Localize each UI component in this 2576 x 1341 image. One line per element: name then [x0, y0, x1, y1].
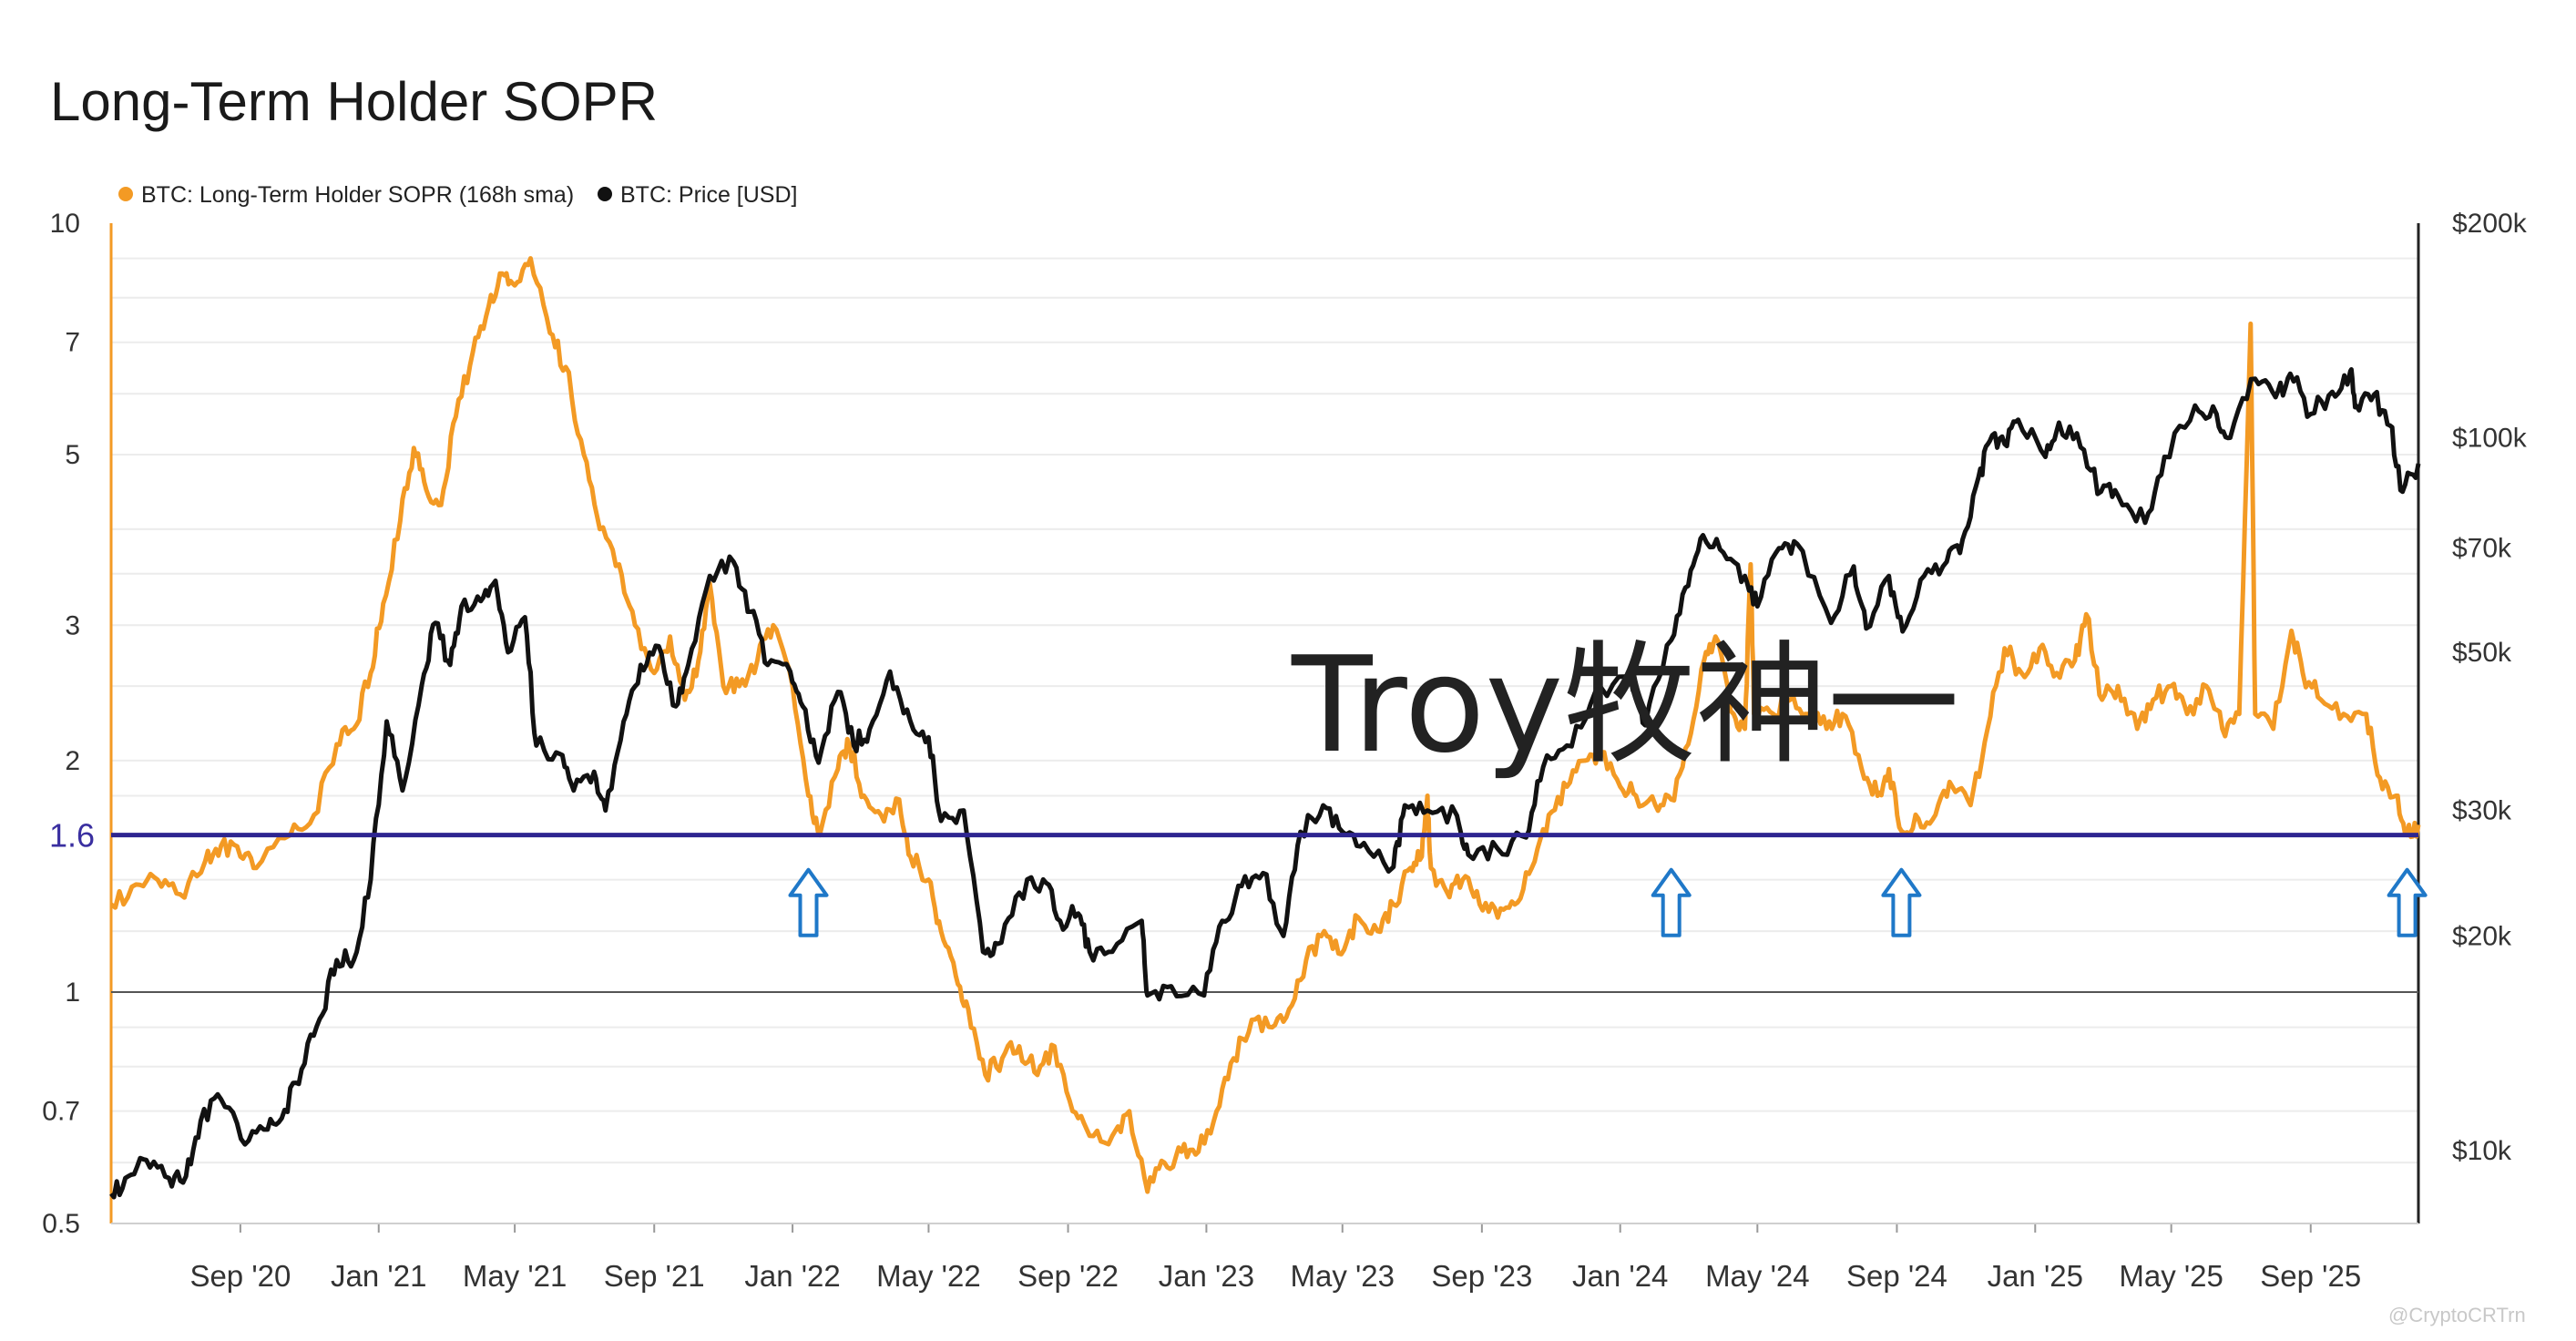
right-tick-label-6: $10k: [2452, 1136, 2512, 1166]
x-tick-label-4: Jan '22: [744, 1259, 840, 1293]
x-tick-label-12: Sep '24: [1846, 1259, 1947, 1293]
series-line-sopr: [109, 256, 2421, 1194]
left-tick-label-1: 7: [65, 328, 80, 358]
left-tick-label-2: 5: [65, 440, 80, 470]
left-tick-label-4: 2: [65, 746, 80, 776]
x-tick-label-8: May '23: [1290, 1259, 1395, 1293]
right-axis-ticks: $200k $100k $70k $50k $30k $20k $10k: [2452, 209, 2528, 1166]
annotation-arrows: [788, 867, 2428, 937]
x-tick-label-15: Sep '25: [2260, 1259, 2361, 1293]
x-tick-label-6: Sep '22: [1017, 1259, 1119, 1293]
left-axis-ticks: 10 7 5 3 2 1 0.7 0.5: [42, 209, 80, 1239]
left-tick-label-7: 0.5: [42, 1209, 80, 1239]
left-tick-label-3: 3: [65, 610, 80, 640]
series-line-price: [109, 367, 2421, 1200]
x-tick-label-14: May '25: [2119, 1259, 2223, 1293]
right-tick-label-5: $20k: [2452, 921, 2512, 951]
left-tick-label-6: 0.7: [42, 1097, 80, 1127]
legend-swatch-price: [598, 187, 612, 201]
legend-label-sopr: BTC: Long-Term Holder SOPR (168h sma): [141, 182, 574, 208]
right-tick-label-3: $50k: [2452, 638, 2512, 668]
x-axis-ticks: Sep '20 Jan '21 May '21 Sep '21 Jan '22 May '…: [111, 1223, 2418, 1293]
up-arrow-icon-2: [1881, 867, 1922, 937]
right-tick-label-2: $70k: [2452, 534, 2512, 564]
x-tick-label-10: Jan '24: [1572, 1259, 1668, 1293]
reference-line-1-6-label: 1.6: [49, 817, 95, 855]
credit-text: @CryptoCRTrn: [2388, 1304, 2526, 1326]
right-tick-label-4: $30k: [2452, 796, 2512, 826]
x-tick-label-2: May '21: [463, 1259, 567, 1293]
left-tick-label-0: 10: [50, 209, 80, 239]
x-tick-label-3: Sep '21: [604, 1259, 705, 1293]
x-tick-label-13: Jan '25: [1988, 1259, 2083, 1293]
watermark-text: Troy牧神一: [1291, 629, 1959, 783]
chart-title: Long-Term Holder SOPR: [50, 71, 658, 132]
x-tick-label-0: Sep '20: [189, 1259, 291, 1293]
x-tick-label-5: May '22: [876, 1259, 981, 1293]
x-tick-label-11: May '24: [1705, 1259, 1810, 1293]
axes: [109, 223, 2420, 1223]
legend: BTC: Long-Term Holder SOPR (168h sma) BT…: [118, 182, 797, 208]
up-arrow-icon-3: [2387, 867, 2428, 937]
left-tick-label-5: 1: [65, 978, 80, 1008]
x-tick-label-1: Jan '21: [331, 1259, 426, 1293]
legend-swatch-sopr: [118, 187, 133, 201]
up-arrow-icon-0: [788, 867, 829, 937]
right-tick-label-1: $100k: [2452, 424, 2528, 454]
x-tick-label-9: Sep '23: [1431, 1259, 1532, 1293]
right-tick-label-0: $200k: [2452, 209, 2528, 239]
gridlines: [111, 257, 2418, 1164]
up-arrow-icon-1: [1651, 867, 1692, 937]
legend-label-price: BTC: Price [USD]: [620, 182, 797, 208]
x-tick-label-7: Jan '23: [1159, 1259, 1254, 1293]
